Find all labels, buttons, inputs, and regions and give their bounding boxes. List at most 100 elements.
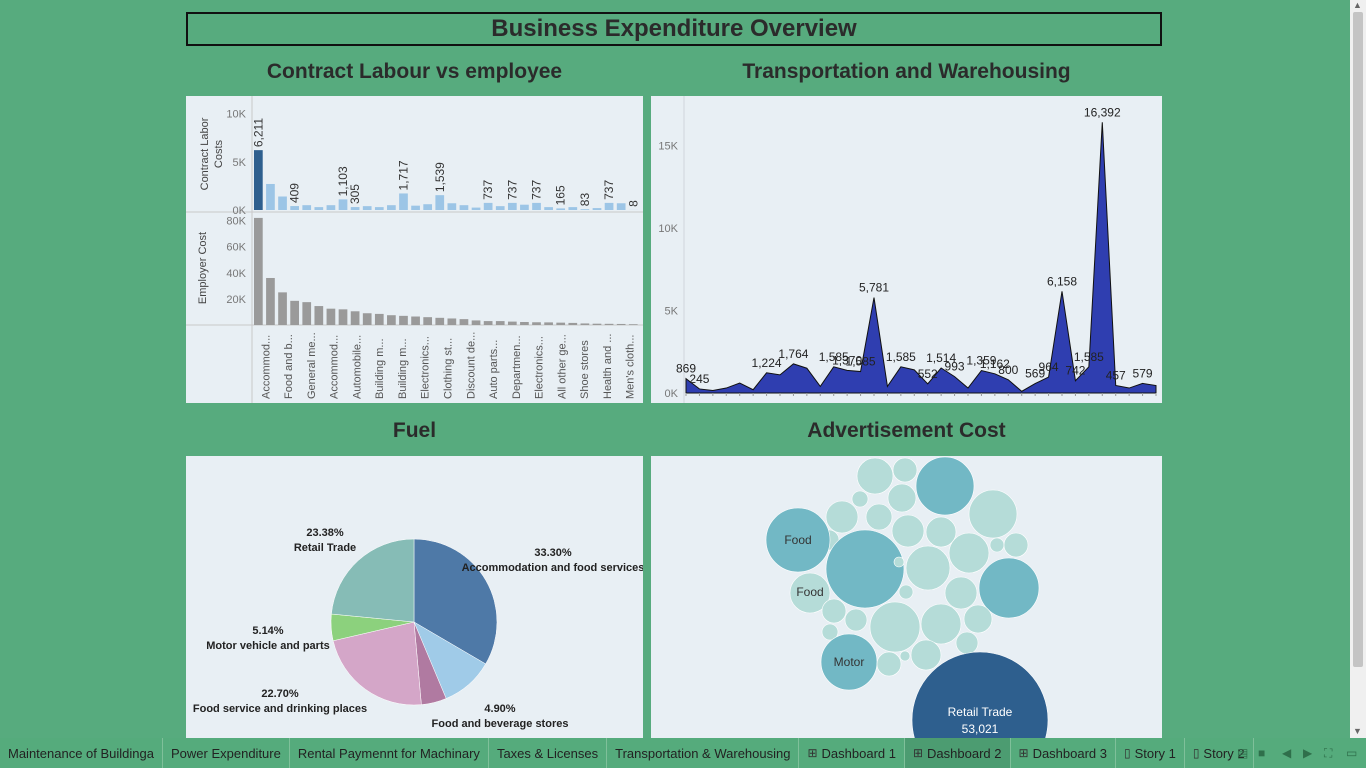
data-label: 305	[348, 184, 362, 204]
y-tick-label: 20K	[226, 294, 246, 306]
pie-slice	[332, 621, 422, 706]
employer-bar	[592, 323, 602, 325]
fullscreen-icon[interactable]: ⛶	[1324, 746, 1333, 760]
contract-bar	[507, 202, 517, 210]
y-tick-label: 10K	[226, 109, 246, 121]
contract-bar	[254, 150, 263, 210]
data-label: 869	[676, 362, 696, 376]
y-axis-label: Contract Labor	[199, 117, 211, 190]
ad-bubble	[869, 601, 921, 653]
grid-view-icon[interactable]: ▤	[1237, 746, 1249, 760]
contract-bar	[278, 196, 287, 210]
sheet-tab-label: Story 1	[1134, 745, 1176, 761]
sheet-tab-1[interactable]: Power Expenditure	[163, 738, 290, 768]
sheet-tab-label: Dashboard 3	[1032, 745, 1108, 761]
contract-bar	[435, 195, 445, 210]
slice-label: Motor vehicle and parts	[206, 640, 329, 652]
sheet-tab-4[interactable]: Transportation & Warehousing	[607, 738, 800, 768]
sheet-tab-7[interactable]: ⊞ Dashboard 3	[1011, 738, 1117, 768]
contract-bar	[447, 203, 457, 210]
data-label: 83	[578, 193, 592, 207]
employer-bar	[266, 277, 275, 325]
ad-bubble	[905, 545, 951, 591]
ad-bubble	[856, 457, 894, 495]
y-tick-label: 60K	[226, 242, 246, 254]
sheet-tab-label: Power Expenditure	[171, 745, 281, 761]
sheet-tab-label: Story 2	[1203, 745, 1245, 761]
x-tick-label: Men's cloth...	[625, 335, 637, 399]
employer-bar	[544, 322, 553, 325]
contract-bar	[459, 205, 469, 210]
next-sheet-icon[interactable]: ▶	[1303, 746, 1313, 760]
sheet-tab-9[interactable]: ▯ Story 2	[1185, 738, 1254, 768]
x-tick-label: Discount de...	[465, 332, 477, 399]
x-tick-label: Accommod...	[329, 335, 341, 399]
contract-bar	[374, 207, 384, 210]
data-label: 1,359	[966, 354, 996, 368]
y-tick-label: 0K	[233, 205, 247, 217]
ad-bubble	[910, 639, 942, 671]
ad-chart-panel[interactable]: Food Food Motor Retail Trade 53,021	[651, 456, 1162, 738]
presentation-icon[interactable]: ▭	[1346, 746, 1358, 760]
contract-chart-panel[interactable]: 10K 5K 0K Contract Labor Costs 6,211 409 1,103 3…	[186, 96, 643, 403]
scroll-down-icon[interactable]: ▼	[1353, 726, 1362, 736]
data-label: 1,162	[980, 357, 1010, 371]
x-tick-label: Health and ...	[602, 334, 614, 399]
transport-chart-title: Transportation and Warehousing	[742, 60, 1071, 83]
sheet-tab-3[interactable]: Taxes & Licenses	[489, 738, 608, 768]
scrollbar-thumb[interactable]	[1353, 12, 1363, 667]
ad-bubble	[1003, 532, 1029, 558]
employer-bar	[507, 321, 517, 325]
data-label: 1,585	[886, 350, 916, 364]
ad-bubble	[915, 456, 975, 516]
ad-bubble	[989, 537, 1005, 553]
contract-bar	[266, 183, 275, 210]
scroll-up-icon[interactable]: ▲	[1353, 0, 1362, 10]
vertical-scrollbar[interactable]: ▲ ▼	[1350, 0, 1366, 738]
ad-bubble-chart: Food Food Motor Retail Trade 53,021	[765, 456, 1049, 738]
y-tick-label: 10K	[658, 223, 678, 235]
sheet-tab-5[interactable]: ⊞ Dashboard 1	[799, 738, 905, 768]
x-tick-label: Auto parts...	[488, 340, 500, 399]
sheet-tab-label: Transportation & Warehousing	[615, 745, 791, 761]
story-icon: ▯	[1192, 746, 1200, 760]
data-label: 1,717	[396, 160, 410, 190]
employer-bar	[387, 315, 396, 325]
ad-bubble	[876, 651, 902, 677]
sheet-tab-0[interactable]: Maintenance of Buildinga	[0, 738, 163, 768]
sheet-tab-2[interactable]: Rental Paymennt for Machinary	[290, 738, 489, 768]
contract-bar	[471, 207, 481, 210]
data-label: 579	[1133, 366, 1153, 380]
transport-chart-panel[interactable]: 15K 10K 5K 0K 869 245 1,224 1,764 1,585 1,370 1,58…	[651, 96, 1162, 403]
dashboard-icon: ⊞	[912, 746, 924, 760]
data-label: 742	[1065, 364, 1085, 378]
y-tick-label: 5K	[233, 157, 247, 169]
sheet-tab-6[interactable]: ⊞ Dashboard 2	[904, 738, 1011, 768]
sheet-tab-label: Dashboard 2	[927, 745, 1002, 761]
previous-sheet-icon[interactable]: ◀	[1282, 746, 1292, 760]
filmstrip-icon[interactable]: ■	[1258, 746, 1266, 760]
sheet-tab-label: Taxes & Licenses	[496, 745, 599, 761]
dashboard-icon: ⊞	[807, 746, 818, 760]
slice-percent: 5.14%	[252, 625, 283, 637]
slice-percent: 33.30%	[534, 547, 572, 559]
bubble-label: Retail Trade	[948, 705, 1013, 719]
dashboard-icon: ⊞	[1018, 746, 1029, 760]
fuel-chart-panel[interactable]: 33.30% Accommodation and food services 4.9…	[186, 456, 644, 738]
y-tick-label: 15K	[658, 140, 678, 152]
ad-bubble	[898, 584, 914, 600]
contract-bar	[314, 207, 324, 210]
contract-bar	[604, 202, 614, 210]
employer-bar	[459, 319, 469, 325]
data-label: 1,585	[819, 350, 849, 364]
x-tick-label: Shoe stores	[579, 340, 591, 399]
ad-bubble	[825, 529, 905, 609]
employer-bar	[362, 313, 372, 325]
sheet-tab-8[interactable]: ▯ Story 1	[1116, 738, 1185, 768]
employer-bar	[411, 316, 420, 325]
y-tick-label: 5K	[665, 305, 679, 317]
data-label: 964	[1039, 360, 1059, 374]
contract-bar	[302, 205, 312, 210]
employer-bar	[374, 313, 384, 325]
